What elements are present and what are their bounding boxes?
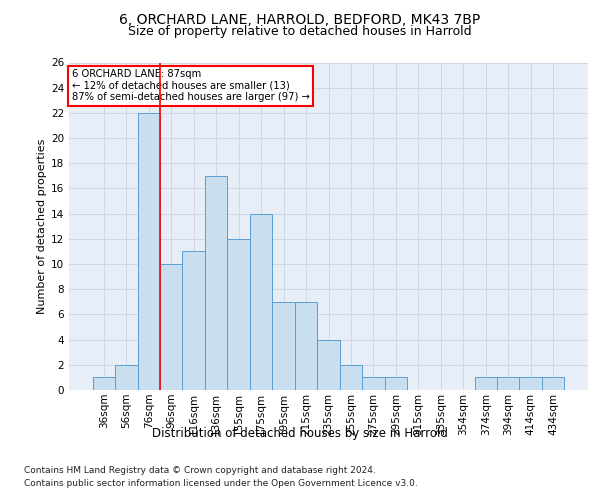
Bar	[520, 378, 542, 390]
Bar	[272, 302, 295, 390]
Bar	[475, 378, 497, 390]
Bar	[205, 176, 227, 390]
Bar	[250, 214, 272, 390]
Bar	[295, 302, 317, 390]
Text: Distribution of detached houses by size in Harrold: Distribution of detached houses by size …	[152, 428, 448, 440]
Text: Contains HM Land Registry data © Crown copyright and database right 2024.: Contains HM Land Registry data © Crown c…	[24, 466, 376, 475]
Bar	[160, 264, 182, 390]
Text: Size of property relative to detached houses in Harrold: Size of property relative to detached ho…	[128, 25, 472, 38]
Y-axis label: Number of detached properties: Number of detached properties	[37, 138, 47, 314]
Bar	[340, 365, 362, 390]
Text: 6 ORCHARD LANE: 87sqm
← 12% of detached houses are smaller (13)
87% of semi-deta: 6 ORCHARD LANE: 87sqm ← 12% of detached …	[71, 69, 310, 102]
Text: Contains public sector information licensed under the Open Government Licence v3: Contains public sector information licen…	[24, 479, 418, 488]
Bar	[137, 113, 160, 390]
Bar	[227, 239, 250, 390]
Bar	[497, 378, 520, 390]
Bar	[115, 365, 137, 390]
Bar	[385, 378, 407, 390]
Bar	[92, 378, 115, 390]
Text: 6, ORCHARD LANE, HARROLD, BEDFORD, MK43 7BP: 6, ORCHARD LANE, HARROLD, BEDFORD, MK43 …	[119, 12, 481, 26]
Bar	[317, 340, 340, 390]
Bar	[362, 378, 385, 390]
Bar	[542, 378, 565, 390]
Bar	[182, 252, 205, 390]
